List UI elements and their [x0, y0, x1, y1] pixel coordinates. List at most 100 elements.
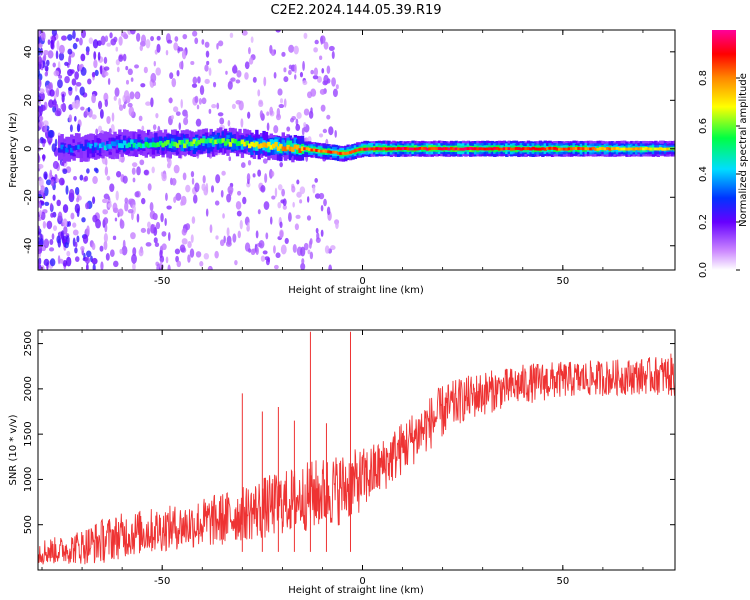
spectrogram-band-cell — [411, 147, 415, 151]
spectrogram-band-cell — [86, 142, 91, 148]
spectrogram-speckle — [61, 93, 65, 103]
spectrogram-speckle — [191, 216, 196, 224]
spectrogram-speckle — [264, 173, 268, 184]
spectrogram-band-cell — [60, 144, 64, 150]
spectrogram-speckle — [118, 54, 124, 62]
spectrogram-speckle — [103, 240, 108, 251]
spectrogram-speckle — [107, 202, 112, 208]
spectrogram-band-cell — [187, 141, 192, 147]
spectrogram-speckle — [42, 120, 49, 127]
spectrogram-speckle — [203, 253, 210, 260]
spectrogram-speckle — [306, 196, 310, 203]
spectrogram-speckle — [281, 51, 286, 57]
spectrogram-band-cell — [606, 146, 610, 150]
spectrogram-speckle — [58, 74, 63, 79]
spectrogram-speckle — [100, 35, 106, 46]
spectrogram-band-cell — [300, 146, 305, 152]
spectrogram-band-cell — [368, 147, 372, 151]
spectrogram-speckle — [74, 203, 81, 214]
spectrogram-speckle — [38, 163, 44, 169]
spectrogram-speckle — [79, 174, 84, 181]
spectrogram-speckle — [128, 198, 135, 203]
spectrogram-speckle — [198, 97, 202, 105]
spectrogram-speckle — [195, 251, 202, 258]
spectrogram-speckle — [177, 47, 184, 52]
spectrogram-speckle — [204, 78, 210, 84]
spectrogram-speckle — [139, 44, 143, 52]
spectrogram-band-cell — [524, 147, 528, 151]
spectrogram-band-cell — [356, 148, 360, 152]
spectrogram-speckle — [208, 266, 212, 270]
spectrogram-band-cell — [238, 141, 242, 146]
spectrogram-speckle — [239, 219, 243, 230]
spectrogram-speckle — [54, 110, 61, 117]
spectrogram-speckle — [303, 108, 310, 116]
spectrogram-band-cell — [574, 147, 579, 151]
spectrogram-band-cell — [79, 143, 84, 149]
spectrogram-speckle — [130, 232, 136, 240]
spectrogram-speckle — [226, 193, 232, 203]
spectrogram-band-cell — [82, 146, 86, 151]
spectrogram-speckle — [302, 80, 308, 86]
spectrogram-speckle — [104, 166, 109, 176]
spectrogram-band-cell — [113, 141, 117, 147]
spectrogram-speckle — [292, 201, 295, 208]
spectrogram-speckle — [326, 114, 331, 120]
spectrogram-speckle — [194, 182, 200, 193]
spectrogram-band-cell — [341, 151, 346, 155]
spectrogram-speckle — [167, 231, 171, 242]
spectrogram-speckle — [129, 91, 135, 100]
spectrogram-speckle — [99, 245, 104, 252]
spectrogram-speckle — [235, 201, 242, 210]
spectrogram-speckle — [102, 198, 108, 204]
spectrogram-y-tick-label: 20 — [23, 94, 34, 107]
spectrogram-speckle — [72, 42, 78, 50]
spectrogram-band-cell — [334, 150, 338, 154]
spectrogram-band-cell — [226, 139, 230, 144]
spectrogram-band-cell — [380, 147, 384, 151]
spectrogram-speckle — [125, 65, 129, 71]
spectrogram-speckle — [173, 196, 177, 203]
spectrogram-speckle — [138, 248, 144, 257]
snr-y-tick-label: 500 — [23, 515, 34, 534]
spectrogram-frame — [37, 29, 676, 271]
spectrogram-speckle — [79, 37, 83, 46]
spectrogram-speckle — [310, 88, 317, 97]
spectrogram-speckle — [114, 217, 118, 222]
spectrogram-band-cell — [255, 141, 259, 147]
spectrogram-speckle — [43, 238, 50, 249]
colorbar-tick-label: 0.6 — [698, 118, 709, 134]
spectrogram-band-cell — [646, 147, 651, 151]
spectrogram-speckle — [62, 204, 69, 213]
spectrogram-speckle — [112, 260, 119, 268]
spectrogram-speckle — [53, 98, 57, 108]
spectrogram-speckle — [155, 221, 161, 230]
spectrogram-speckle — [167, 264, 171, 270]
spectrogram-speckle — [105, 252, 110, 261]
spectrogram-band-cell — [428, 147, 432, 151]
spectrogram-speckle — [62, 218, 68, 228]
spectrogram-speckle — [50, 212, 54, 218]
spectrogram-band-cell — [533, 147, 538, 151]
spectrogram-speckle — [44, 124, 48, 133]
spectrogram-band-cell — [79, 144, 84, 155]
colorbar-tick-label: 0.2 — [698, 214, 709, 230]
spectrogram-band-cell — [154, 137, 158, 148]
spectrogram-speckle — [206, 60, 210, 66]
spectrogram-band-cell — [240, 139, 245, 145]
spectrogram-speckle — [58, 177, 65, 186]
spectrogram-band-cell — [353, 149, 358, 153]
spectrogram-speckle — [65, 185, 69, 195]
spectrogram-speckle — [66, 250, 71, 257]
spectrogram-speckle — [112, 235, 117, 241]
spectrogram-speckle — [187, 254, 191, 263]
spectrogram-speckle — [56, 235, 61, 244]
spectrogram-speckle — [335, 221, 339, 230]
spectrogram-speckle — [50, 178, 55, 187]
spectrogram-band-cell — [536, 147, 540, 151]
spectrogram-speckle — [122, 175, 128, 184]
spectrogram-band-cell — [231, 138, 235, 143]
spectrogram-band-cell — [346, 151, 350, 155]
spectrogram-band-cell — [163, 141, 168, 146]
spectrogram-band-cell — [351, 150, 355, 154]
